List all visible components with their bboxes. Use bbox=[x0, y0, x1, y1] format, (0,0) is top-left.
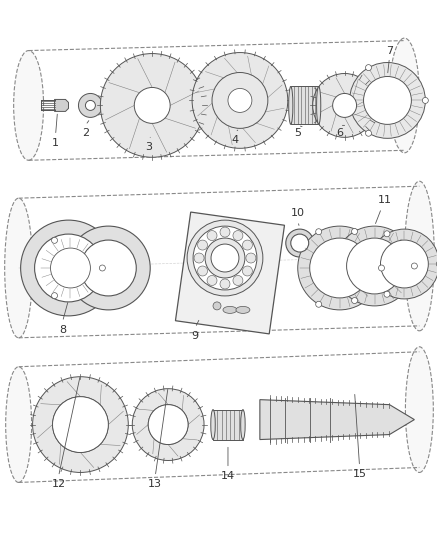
Ellipse shape bbox=[236, 306, 250, 313]
Circle shape bbox=[198, 240, 208, 250]
Ellipse shape bbox=[289, 86, 293, 124]
Polygon shape bbox=[176, 212, 285, 334]
Circle shape bbox=[52, 293, 57, 298]
Text: 6: 6 bbox=[336, 128, 343, 139]
Text: 14: 14 bbox=[221, 472, 235, 481]
Circle shape bbox=[366, 130, 371, 136]
Text: 9: 9 bbox=[191, 331, 199, 341]
Ellipse shape bbox=[317, 86, 321, 124]
Circle shape bbox=[212, 72, 268, 128]
Circle shape bbox=[192, 53, 288, 148]
Ellipse shape bbox=[223, 306, 237, 313]
Circle shape bbox=[39, 236, 102, 300]
Circle shape bbox=[35, 234, 102, 302]
Circle shape bbox=[99, 265, 106, 271]
Circle shape bbox=[370, 229, 438, 299]
Circle shape bbox=[243, 266, 252, 276]
Circle shape bbox=[313, 74, 377, 138]
Text: 11: 11 bbox=[378, 195, 392, 205]
Polygon shape bbox=[291, 86, 319, 124]
Circle shape bbox=[352, 297, 357, 304]
Circle shape bbox=[52, 237, 57, 244]
Text: 4: 4 bbox=[231, 135, 239, 146]
Circle shape bbox=[243, 240, 252, 250]
Text: 7: 7 bbox=[386, 45, 393, 55]
Ellipse shape bbox=[404, 181, 434, 331]
Circle shape bbox=[32, 377, 128, 472]
Text: 8: 8 bbox=[59, 325, 66, 335]
Text: 13: 13 bbox=[148, 479, 162, 489]
Ellipse shape bbox=[241, 410, 245, 440]
Circle shape bbox=[352, 229, 357, 235]
Circle shape bbox=[207, 231, 217, 240]
Circle shape bbox=[205, 238, 245, 278]
Circle shape bbox=[100, 53, 204, 157]
Circle shape bbox=[332, 93, 357, 117]
Circle shape bbox=[81, 240, 136, 296]
Polygon shape bbox=[260, 400, 414, 440]
Circle shape bbox=[233, 231, 243, 240]
Circle shape bbox=[246, 253, 256, 263]
Circle shape bbox=[316, 229, 321, 235]
Circle shape bbox=[436, 261, 438, 267]
Circle shape bbox=[228, 88, 252, 112]
Circle shape bbox=[67, 226, 150, 310]
Circle shape bbox=[53, 397, 108, 453]
Circle shape bbox=[148, 405, 188, 445]
Ellipse shape bbox=[389, 38, 419, 153]
Circle shape bbox=[286, 229, 314, 257]
Circle shape bbox=[63, 407, 99, 442]
Circle shape bbox=[78, 93, 102, 117]
Circle shape bbox=[346, 238, 403, 294]
Ellipse shape bbox=[406, 347, 433, 472]
Ellipse shape bbox=[5, 198, 32, 338]
Polygon shape bbox=[82, 242, 133, 294]
Circle shape bbox=[156, 413, 180, 437]
Circle shape bbox=[364, 77, 411, 124]
Circle shape bbox=[384, 231, 390, 237]
Circle shape bbox=[220, 227, 230, 237]
Circle shape bbox=[411, 263, 417, 269]
Ellipse shape bbox=[211, 410, 215, 440]
Circle shape bbox=[213, 302, 221, 310]
Text: 1: 1 bbox=[52, 139, 59, 148]
Polygon shape bbox=[213, 410, 243, 440]
Circle shape bbox=[220, 279, 230, 289]
Circle shape bbox=[85, 100, 95, 110]
Circle shape bbox=[291, 234, 309, 252]
Circle shape bbox=[198, 266, 208, 276]
Text: 12: 12 bbox=[51, 479, 66, 489]
Circle shape bbox=[134, 87, 170, 123]
Circle shape bbox=[193, 226, 257, 290]
Ellipse shape bbox=[14, 51, 43, 160]
Circle shape bbox=[148, 405, 188, 445]
Circle shape bbox=[381, 240, 428, 288]
Circle shape bbox=[211, 244, 239, 272]
Circle shape bbox=[350, 62, 425, 139]
Polygon shape bbox=[54, 100, 68, 111]
Circle shape bbox=[194, 253, 204, 263]
Circle shape bbox=[233, 276, 243, 286]
Text: 5: 5 bbox=[294, 128, 301, 139]
Circle shape bbox=[366, 64, 371, 70]
Circle shape bbox=[21, 220, 117, 316]
Circle shape bbox=[132, 389, 204, 461]
Circle shape bbox=[187, 220, 263, 296]
Circle shape bbox=[207, 276, 217, 286]
Text: 2: 2 bbox=[82, 128, 89, 139]
Circle shape bbox=[310, 238, 370, 298]
Circle shape bbox=[378, 265, 385, 271]
Circle shape bbox=[422, 98, 428, 103]
Text: 10: 10 bbox=[291, 208, 305, 218]
Circle shape bbox=[53, 397, 108, 453]
Circle shape bbox=[335, 226, 414, 306]
Circle shape bbox=[298, 226, 381, 310]
Text: 3: 3 bbox=[145, 142, 152, 152]
Text: 15: 15 bbox=[353, 470, 367, 480]
Ellipse shape bbox=[6, 367, 32, 482]
Circle shape bbox=[50, 248, 90, 288]
Circle shape bbox=[384, 291, 390, 297]
Circle shape bbox=[316, 301, 321, 307]
